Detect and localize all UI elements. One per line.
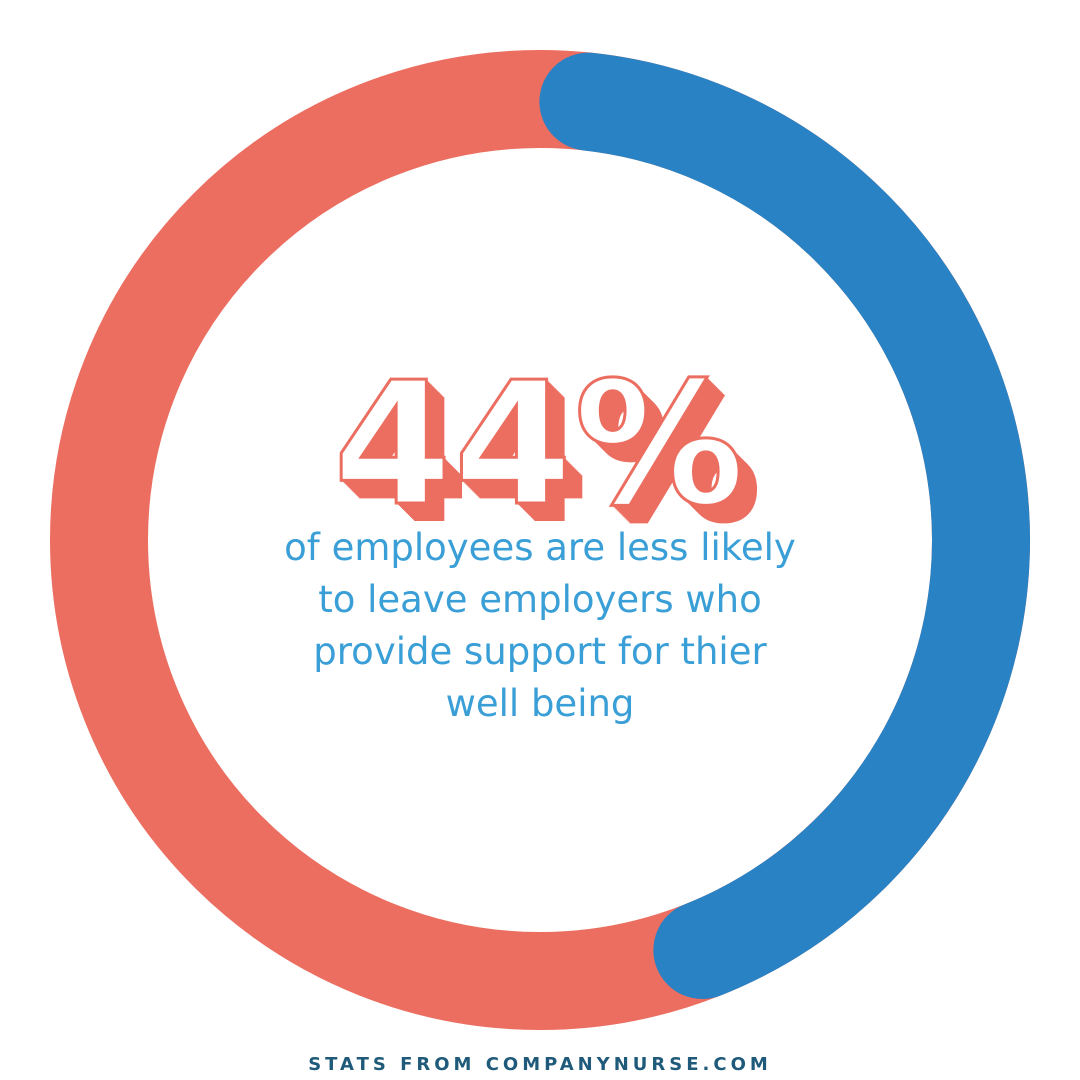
caption-line: of employees are less likely <box>284 526 796 569</box>
caption: of employees are less likely to leave emp… <box>0 522 1080 730</box>
caption-line: provide support for thier <box>313 630 767 673</box>
donut-arc <box>539 52 1030 1000</box>
caption-line: well being <box>445 682 635 725</box>
caption-line: to leave employers who <box>318 578 762 621</box>
source: STATS FROM COMPANYNURSE.COM <box>308 1054 772 1075</box>
value-label: 44% <box>332 346 747 544</box>
